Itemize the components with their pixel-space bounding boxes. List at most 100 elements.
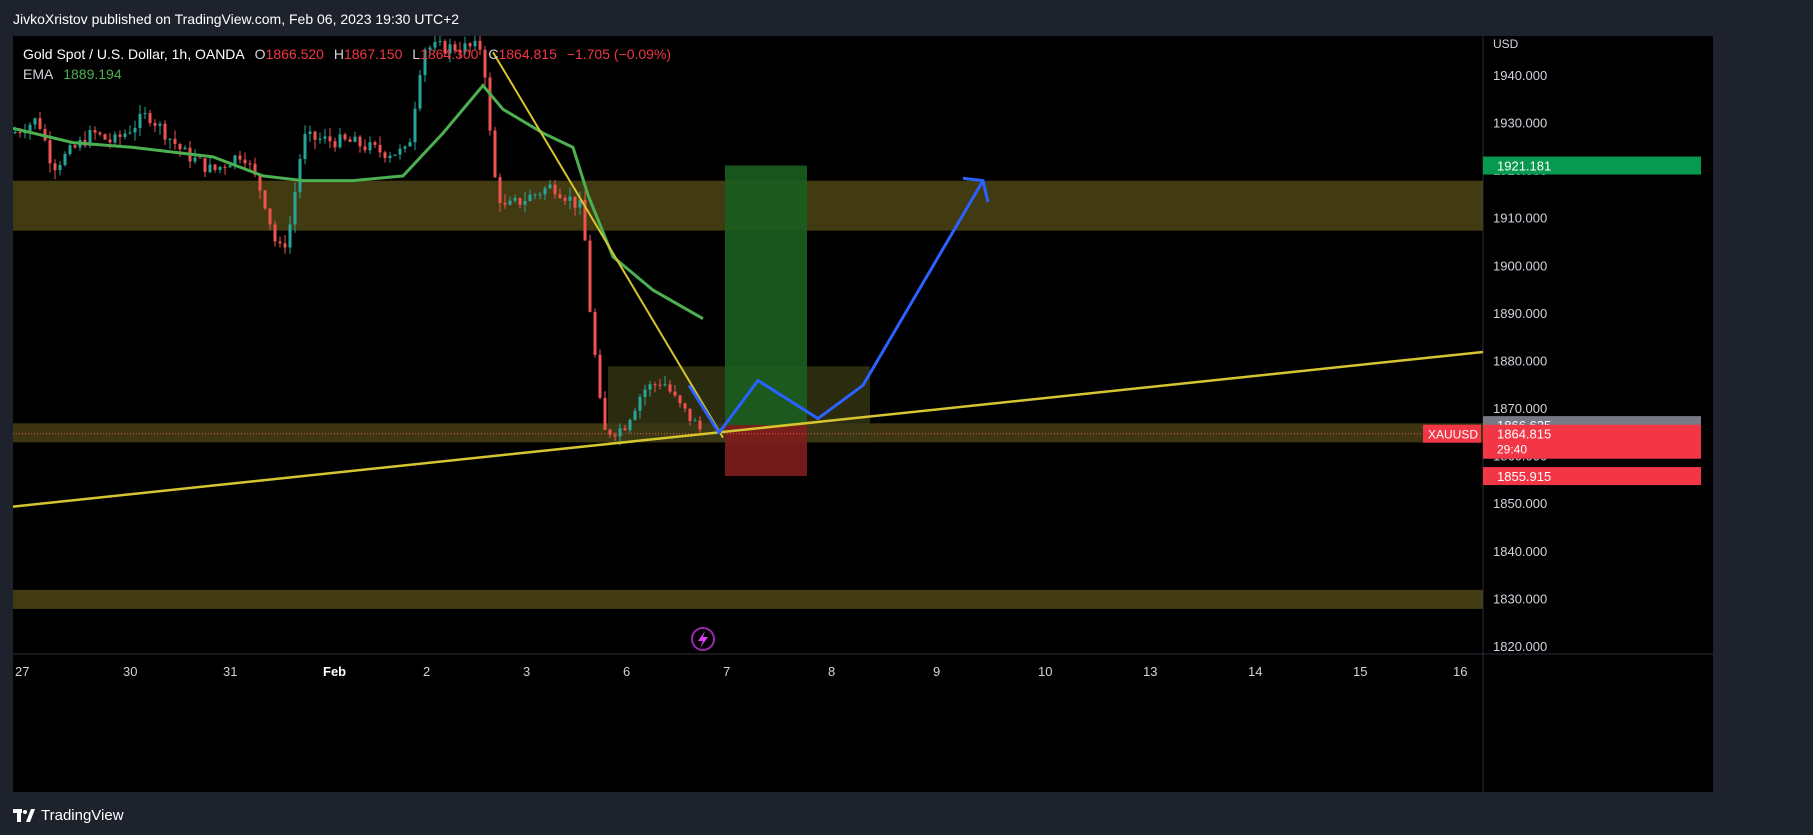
time-label: Feb — [323, 664, 346, 679]
candle-body — [328, 136, 332, 142]
candle-body — [473, 40, 477, 47]
candle-body — [203, 158, 207, 173]
time-label: 3 — [523, 664, 530, 679]
candle-body — [488, 77, 492, 131]
header-bar: JivkoXristov published on TradingView.co… — [0, 0, 1813, 36]
candle-body — [113, 134, 117, 143]
price-tick: 1940.000 — [1493, 68, 1547, 83]
price-tick: 1910.000 — [1493, 211, 1547, 226]
candle-body — [698, 420, 702, 430]
candle-body — [348, 139, 352, 142]
price-tick: 1890.000 — [1493, 306, 1547, 321]
low-label: L — [412, 46, 421, 62]
price-tick: 1840.000 — [1493, 544, 1547, 559]
candle-body — [388, 155, 392, 159]
chart-canvas[interactable]: USD1940.0001930.0001920.0001910.0001900.… — [13, 36, 1713, 793]
candle-body — [228, 165, 232, 168]
candle-body — [208, 164, 212, 173]
candle-body — [528, 194, 532, 201]
candle-body — [448, 44, 452, 54]
time-label: 27 — [15, 664, 29, 679]
candle-body — [278, 241, 282, 244]
low-value: 1864.300 — [420, 46, 479, 62]
open-value: 1866.520 — [265, 46, 324, 62]
candle-body — [218, 166, 222, 170]
candle-body — [173, 138, 177, 145]
close-label: C — [488, 46, 499, 62]
candle-body — [493, 130, 497, 178]
time-label: 6 — [623, 664, 630, 679]
candle-body — [648, 384, 652, 390]
candle-body — [223, 166, 227, 168]
candle-body — [608, 429, 612, 435]
change-value: −1.705 (−0.09%) — [566, 46, 672, 62]
candle-body — [558, 194, 562, 199]
time-label: 7 — [723, 664, 730, 679]
candle-body — [458, 50, 462, 53]
candle-body — [323, 136, 327, 139]
candle-body — [408, 142, 412, 147]
candle-body — [543, 188, 547, 195]
candle-body — [53, 163, 57, 171]
candle-body — [68, 145, 72, 154]
candle-body — [258, 174, 262, 191]
candle-body — [538, 194, 542, 196]
price-tick: 1930.000 — [1493, 116, 1547, 131]
candle-body — [273, 224, 277, 242]
ema-label[interactable]: EMA — [23, 66, 54, 82]
candle-body — [318, 138, 322, 140]
time-label: 30 — [123, 664, 137, 679]
candle-body — [128, 132, 132, 134]
candle-body — [383, 152, 387, 159]
candle-body — [523, 200, 527, 205]
candle-body — [178, 144, 182, 150]
candle-body — [578, 199, 582, 208]
candle-body — [298, 159, 302, 192]
candle-body — [28, 124, 32, 133]
candle-body — [108, 139, 112, 143]
price-tick: 1900.000 — [1493, 258, 1547, 273]
candle-body — [413, 108, 417, 143]
candle-body — [638, 396, 642, 411]
candle-body — [418, 75, 422, 109]
candle-body — [653, 384, 657, 386]
target-price-label: 1921.181 — [1497, 159, 1551, 174]
candle-body — [563, 198, 567, 201]
high-value: 1867.150 — [343, 46, 403, 62]
main-pane[interactable]: USD1940.0001930.0001920.0001910.0001900.… — [13, 36, 1713, 793]
symbol-title[interactable]: Gold Spot / U.S. Dollar, 1h, OANDA — [23, 46, 245, 62]
time-label: 9 — [933, 664, 940, 679]
legend-ema-row: EMA 1889.194 — [23, 64, 677, 84]
time-label: 14 — [1248, 664, 1262, 679]
legend-main-row: Gold Spot / U.S. Dollar, 1h, OANDA O1866… — [23, 44, 677, 64]
candle-body — [503, 202, 507, 205]
candle-body — [148, 112, 152, 124]
candle-body — [513, 197, 517, 201]
time-label: 16 — [1453, 664, 1467, 679]
candle-body — [623, 428, 627, 431]
candle-body — [463, 43, 467, 53]
candle-body — [498, 177, 502, 203]
candle-body — [363, 146, 367, 151]
candle-body — [393, 154, 397, 156]
candle-body — [138, 113, 142, 128]
candle-body — [13, 132, 17, 134]
candle-body — [658, 384, 662, 386]
candle-body — [453, 44, 457, 51]
tradingview-brand[interactable]: TradingView — [13, 807, 124, 824]
candle-body — [238, 155, 242, 160]
candle-body — [403, 146, 407, 149]
candle-body — [358, 136, 362, 147]
candle-body — [353, 136, 357, 142]
candle-body — [118, 134, 122, 137]
candle-body — [673, 391, 677, 396]
chart-area[interactable]: USD1940.0001930.0001920.0001910.0001900.… — [13, 36, 1713, 826]
candle-body — [63, 153, 67, 166]
candle-body — [183, 147, 187, 150]
high-label: H — [333, 46, 344, 62]
candle-body — [583, 199, 587, 241]
time-label: 2 — [423, 664, 430, 679]
candle-body — [168, 138, 172, 140]
candle-body — [293, 191, 297, 225]
falling-trendline — [492, 51, 724, 439]
